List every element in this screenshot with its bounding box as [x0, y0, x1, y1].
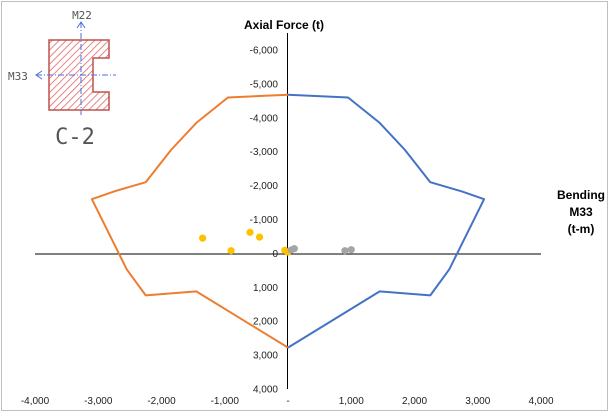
series-3-point [347, 246, 355, 254]
x-tick-label: -3,000 [84, 396, 113, 407]
y-tick-label: 1,000 [253, 283, 278, 294]
c-section-shape [48, 39, 110, 111]
y-tick-label: -4,000 [250, 113, 279, 124]
y-tick-label: 3,000 [253, 351, 278, 362]
x-tick-labels: -4,000 -3,000 -2,000 -1,000-1,000 2,000 3,000… [21, 396, 554, 407]
x-tick-label: 3,000 [465, 396, 490, 407]
section-inset: M22 M33 C-2 [8, 9, 116, 150]
plot-series [90, 93, 486, 349]
series-2-point [255, 233, 264, 241]
m22-label: M22 [72, 9, 92, 22]
series-0-line [287, 93, 486, 349]
y-tick-label: -6,000 [250, 46, 279, 57]
x-tick-label: 2,000 [402, 396, 427, 407]
y-tick-labels: -6,000 -5,000 -4,000 -3,000 -2,000 -1,000 0 1,0… [250, 46, 279, 396]
series-2-point [246, 228, 254, 236]
x-tick-label: 4,000 [528, 396, 553, 407]
x-tick-label: 1,000 [339, 396, 364, 407]
y-tick-label: -2,000 [250, 181, 279, 192]
axis-label-line-3: (t-m) [568, 222, 595, 236]
m22-arrow-icon [76, 21, 86, 29]
m33-arrow-icon [35, 70, 43, 80]
y-tick-label: -5,000 [250, 79, 279, 90]
section-name-label: C-2 [55, 125, 95, 150]
chart-title: Axial Force (t) [244, 18, 324, 32]
x-tick-label: -1,000 [211, 396, 240, 407]
x-tick-label: -2,000 [147, 396, 176, 407]
series-2-point [227, 247, 235, 255]
series-2-point [199, 234, 207, 242]
x-tick-label: - [286, 396, 289, 407]
y-tick-label: 0 [272, 249, 278, 260]
m33-label: M33 [8, 70, 28, 83]
y-tick-label: 4,000 [253, 385, 278, 396]
y-tick-label: 2,000 [253, 317, 278, 328]
axis-label-line-2: M33 [569, 205, 593, 219]
y-tick-label: -3,000 [250, 147, 279, 158]
series-1-line [90, 93, 289, 349]
series-3-point [290, 245, 298, 253]
y-tick-label: -1,000 [250, 215, 279, 226]
x-tick-label: -4,000 [21, 396, 50, 407]
axis-label-line-1: Bending [557, 188, 605, 202]
series-3-point [341, 247, 349, 255]
